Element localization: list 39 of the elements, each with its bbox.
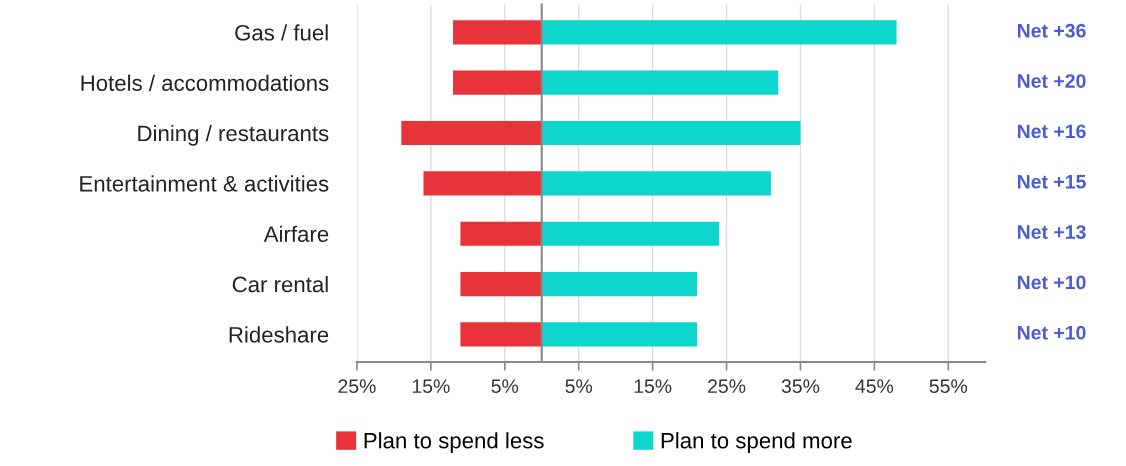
- bar: [453, 70, 542, 95]
- bar: [541, 171, 771, 196]
- bar: [453, 20, 542, 45]
- x-tick-label: 55%: [929, 379, 968, 394]
- y-tick-label: Car rental: [232, 276, 328, 293]
- bar: [460, 221, 542, 246]
- y-tick-label: Gas / fuel: [235, 24, 328, 41]
- bar: [423, 171, 542, 196]
- x-tick-label: 15%: [634, 379, 672, 394]
- x-tick-label: 5%: [491, 379, 519, 394]
- bar: [541, 271, 697, 297]
- x-tick-label: 25%: [708, 379, 746, 394]
- legend-label: Plan to spend more: [661, 432, 852, 453]
- y-tick-label: Hotels / accommodations: [81, 74, 329, 91]
- text: Net +20: [1017, 74, 1086, 88]
- bar: [460, 271, 542, 297]
- y-tick-label: Entertainment & activities: [80, 175, 329, 192]
- bar: [541, 120, 801, 146]
- y-tick-label: Airfare: [263, 225, 329, 242]
- bar: [541, 322, 697, 347]
- text: Net +13: [1017, 225, 1086, 239]
- x-tick-label: 15%: [412, 379, 450, 394]
- bar: [541, 70, 779, 95]
- x-tick-label: 35%: [781, 379, 820, 394]
- bar: [401, 120, 542, 146]
- text: Net +10: [1017, 325, 1086, 340]
- legend-label: Plan to spend less: [364, 432, 544, 453]
- text: Net +10: [1017, 275, 1086, 290]
- x-tick-label: 45%: [855, 379, 894, 394]
- x-tick-label: 5%: [565, 379, 593, 394]
- text: Net +15: [1017, 175, 1086, 189]
- x-tick-label: 25%: [338, 379, 376, 394]
- bar: [541, 20, 897, 45]
- text: Net +36: [1017, 23, 1086, 38]
- y-tick-label: Dining / restaurants: [138, 124, 329, 146]
- text: Net +16: [1017, 124, 1086, 139]
- y-tick-label: Rideshare: [229, 326, 329, 343]
- bar: [541, 221, 720, 246]
- bar: [460, 322, 542, 347]
